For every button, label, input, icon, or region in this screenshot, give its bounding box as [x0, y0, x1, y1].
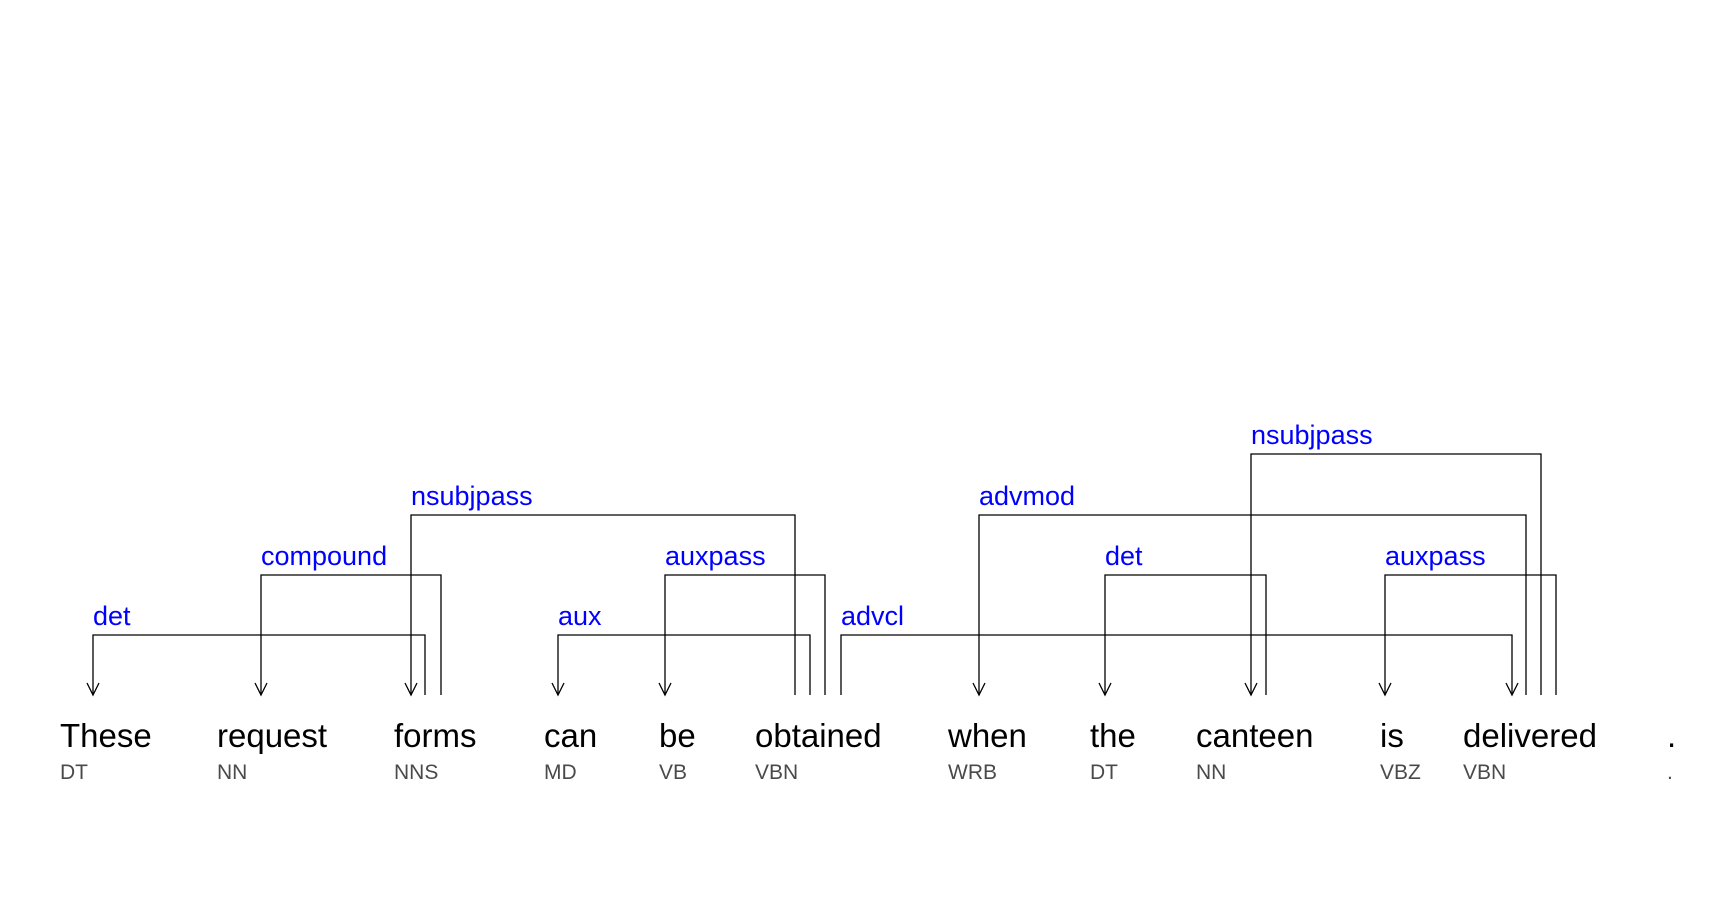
- arc-auxpass: [1384, 574, 1557, 695]
- relation-label-auxpass: auxpass: [665, 541, 766, 571]
- pos-tag: VBZ: [1380, 761, 1421, 784]
- arrowhead-icon: [1244, 682, 1258, 697]
- arc-advmod: [978, 514, 1527, 695]
- pos-tag: .: [1667, 761, 1673, 784]
- arrowhead-icon: [658, 682, 672, 697]
- word-the: the: [1090, 717, 1136, 754]
- arrowhead-icon: [972, 682, 986, 697]
- relation-label-advcl: advcl: [841, 601, 904, 631]
- pos-tag: VBN: [755, 761, 798, 784]
- word-obtained: obtained: [755, 717, 882, 754]
- pos-tag: NN: [217, 761, 247, 784]
- arrowhead-icon: [404, 682, 418, 697]
- arc-advcl: [840, 634, 1513, 695]
- dependency-arcs: det compound nsubjpass aux auxpass advcl advmo…: [86, 420, 1557, 697]
- pos-tag: NN: [1196, 761, 1226, 784]
- relation-label-aux: aux: [558, 601, 602, 631]
- arrowhead-icon: [1505, 682, 1519, 697]
- relation-label-compound: compound: [261, 541, 387, 571]
- relation-label-nsubjpass: nsubjpass: [411, 481, 533, 511]
- word-when: when: [947, 717, 1027, 754]
- pos-tag: MD: [544, 761, 577, 784]
- arc-aux: [557, 634, 811, 695]
- relation-label-auxpass: auxpass: [1385, 541, 1486, 571]
- arrowhead-icon: [86, 682, 100, 697]
- arrowhead-icon: [1378, 682, 1392, 697]
- word-canteen: canteen: [1196, 717, 1313, 754]
- arrowhead-icon: [254, 682, 268, 697]
- word-request: request: [217, 717, 327, 754]
- relation-label-det: det: [93, 601, 131, 631]
- word-can: can: [544, 717, 597, 754]
- relation-label-det: det: [1105, 541, 1143, 571]
- pos-tag: DT: [60, 761, 88, 784]
- arrowhead-icon: [551, 682, 565, 697]
- relation-label-nsubjpass: nsubjpass: [1251, 420, 1373, 450]
- arc-compound: [260, 574, 442, 695]
- word-is: is: [1380, 717, 1404, 754]
- arc-auxpass: [664, 574, 826, 695]
- arc-nsubjpass: [410, 514, 796, 695]
- pos-tag: NNS: [394, 761, 438, 784]
- pos-tag: WRB: [948, 761, 997, 784]
- word-delivered: delivered: [1463, 717, 1597, 754]
- arc-det: [1104, 574, 1267, 695]
- pos-tag: VB: [659, 761, 687, 784]
- word-forms: forms: [394, 717, 477, 754]
- word-period: .: [1667, 717, 1676, 754]
- word-be: be: [659, 717, 696, 754]
- pos-tag: DT: [1090, 761, 1118, 784]
- arrowhead-icon: [1098, 682, 1112, 697]
- pos-tag: VBN: [1463, 761, 1506, 784]
- word-these: These: [60, 717, 152, 754]
- relation-label-advmod: advmod: [979, 481, 1075, 511]
- arc-det: [92, 634, 426, 695]
- sentence-tokens: These DT request NN forms NNS can MD be VB obtaine…: [60, 717, 1676, 784]
